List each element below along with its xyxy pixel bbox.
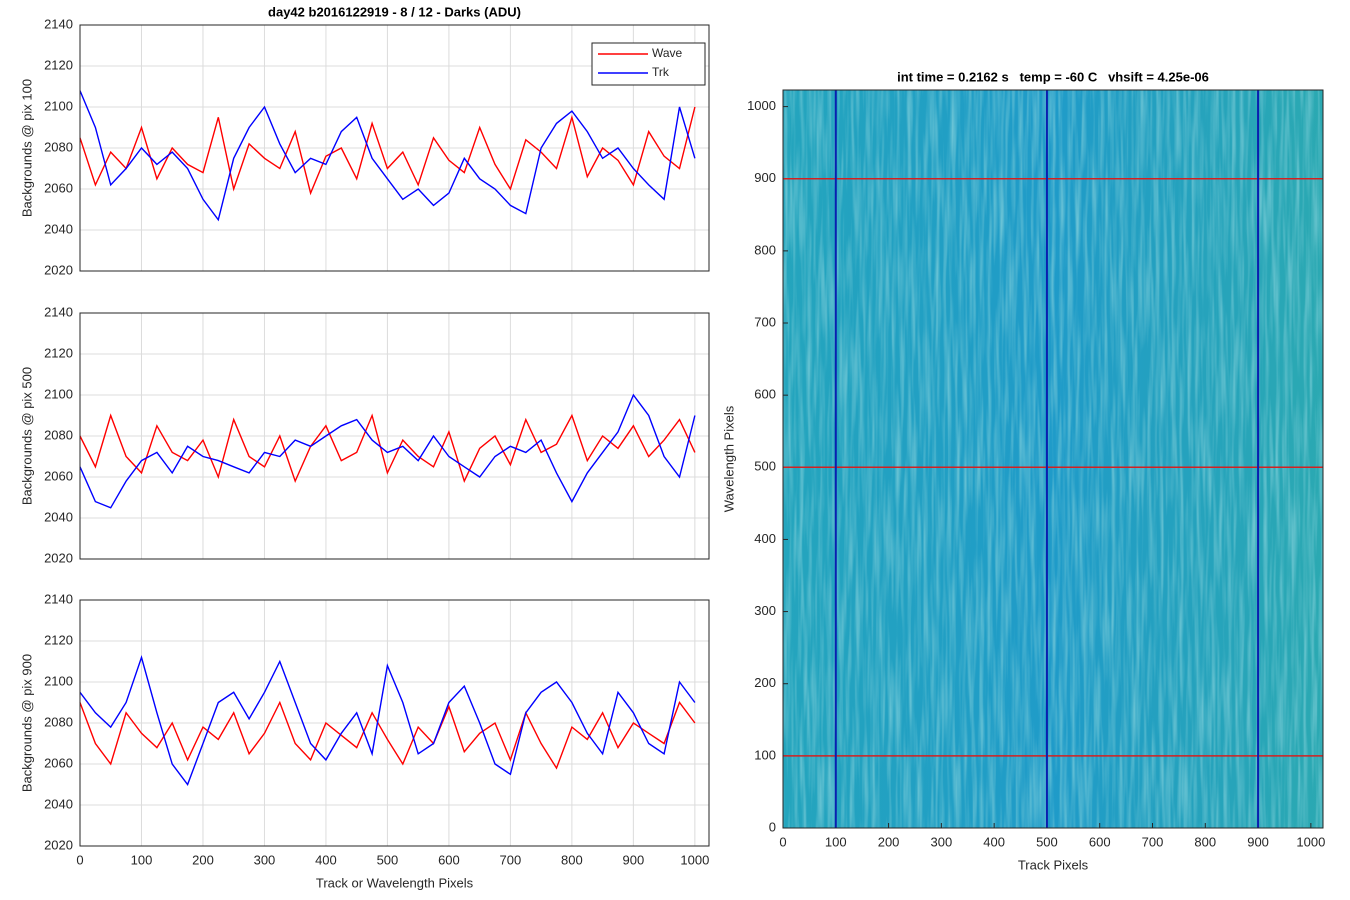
y-tick-label: 2080 <box>44 139 73 154</box>
chart-title: int time = 0.2162 s temp = -60 C vhsift … <box>897 69 1209 84</box>
data-line <box>79 106 696 196</box>
y-axis-label: Wavelength Pixels <box>721 405 736 512</box>
x-tick-label: 300 <box>931 834 953 849</box>
y-tick-label: 2120 <box>44 57 73 72</box>
x-tick-label: 900 <box>1247 834 1269 849</box>
x-tick-label: 500 <box>377 852 399 867</box>
data-line <box>79 413 696 484</box>
x-axis-label: Track or Wavelength Pixels <box>316 875 474 890</box>
y-tick-label: 700 <box>754 314 776 329</box>
y-tick-label: 2060 <box>44 755 73 770</box>
y-tick-label: 500 <box>754 459 776 474</box>
data-line <box>79 393 696 509</box>
y-tick-label: 300 <box>754 603 776 618</box>
y-tick-label: 2140 <box>44 16 73 31</box>
image-texture <box>783 90 1323 828</box>
y-tick-label: 900 <box>754 170 776 185</box>
y-tick-label: 2020 <box>44 262 73 277</box>
x-tick-label: 300 <box>254 852 276 867</box>
x-tick-label: 0 <box>76 852 83 867</box>
x-tick-label: 500 <box>1036 834 1058 849</box>
legend-label: Trk <box>652 65 670 79</box>
x-tick-label: 200 <box>878 834 900 849</box>
x-tick-label: 600 <box>1089 834 1111 849</box>
y-tick-label: 2080 <box>44 427 73 442</box>
y-tick-label: 2140 <box>44 304 73 319</box>
data-line <box>79 655 696 786</box>
x-tick-label: 400 <box>315 852 337 867</box>
y-tick-label: 2080 <box>44 714 73 729</box>
axes-box <box>79 312 710 560</box>
chart-title: day42 b2016122919 - 8 / 12 - Darks (ADU) <box>268 4 521 19</box>
y-tick-label: 2140 <box>44 591 73 606</box>
x-tick-label: 1000 <box>680 852 709 867</box>
y-tick-label: 0 <box>769 819 776 834</box>
x-tick-label: 1000 <box>1296 834 1325 849</box>
axes-box <box>79 24 710 272</box>
x-tick-label: 800 <box>561 852 583 867</box>
legend-label: Wave <box>652 46 683 60</box>
y-tick-label: 400 <box>754 531 776 546</box>
y-tick-label: 2040 <box>44 509 73 524</box>
x-tick-label: 200 <box>192 852 214 867</box>
x-tick-label: 400 <box>983 834 1005 849</box>
x-tick-label: 0 <box>779 834 786 849</box>
axes-box <box>782 89 1324 829</box>
x-tick-label: 700 <box>500 852 522 867</box>
x-tick-label: 700 <box>1142 834 1164 849</box>
legend-box <box>591 42 706 86</box>
data-line <box>79 90 696 222</box>
x-tick-label: 600 <box>438 852 460 867</box>
y-tick-label: 100 <box>754 747 776 762</box>
y-axis-label: Backgrounds @ pix 100 <box>19 79 34 217</box>
x-tick-label: 900 <box>623 852 645 867</box>
y-tick-label: 1000 <box>747 98 776 113</box>
x-tick-label: 100 <box>825 834 847 849</box>
x-tick-label: 800 <box>1194 834 1216 849</box>
y-axis-label: Backgrounds @ pix 500 <box>19 367 34 505</box>
y-tick-label: 2100 <box>44 386 73 401</box>
data-line <box>79 700 696 770</box>
y-tick-label: 2100 <box>44 98 73 113</box>
y-tick-label: 2120 <box>44 345 73 360</box>
y-tick-label: 800 <box>754 242 776 257</box>
y-tick-label: 2120 <box>44 632 73 647</box>
axes-box <box>79 599 710 847</box>
x-axis-label: Track Pixels <box>1018 857 1089 872</box>
y-tick-label: 600 <box>754 387 776 402</box>
y-tick-label: 2020 <box>44 837 73 852</box>
y-tick-label: 2040 <box>44 221 73 236</box>
y-axis-label: Backgrounds @ pix 900 <box>19 654 34 792</box>
y-tick-label: 200 <box>754 675 776 690</box>
y-tick-label: 2060 <box>44 180 73 195</box>
y-tick-label: 2100 <box>44 673 73 688</box>
y-tick-label: 2040 <box>44 796 73 811</box>
y-tick-label: 2060 <box>44 468 73 483</box>
y-tick-label: 2020 <box>44 550 73 565</box>
x-tick-label: 100 <box>131 852 153 867</box>
